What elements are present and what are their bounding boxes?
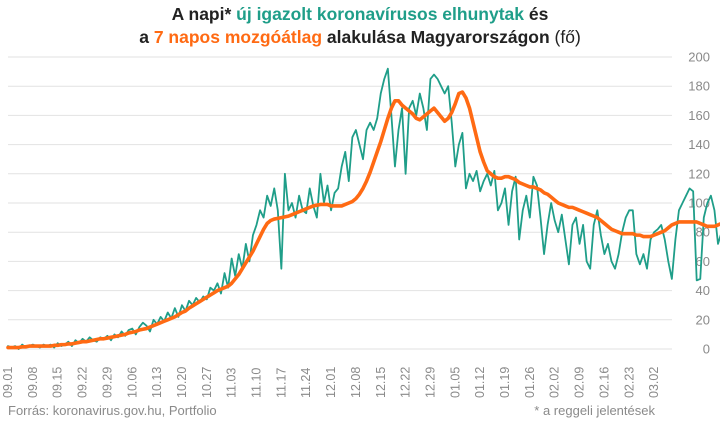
- title-line-1-suffix: és: [524, 4, 549, 24]
- y-tick-label: 40: [696, 283, 710, 298]
- y-tick-label: 160: [688, 108, 710, 123]
- x-tick-label: 01.26: [523, 367, 537, 398]
- title-moving-average-highlight: 7 napos mozgóátlag: [153, 27, 323, 47]
- y-tick-label: 140: [688, 137, 710, 152]
- x-tick-label: 09.22: [76, 367, 90, 398]
- x-tick-label: 11.03: [225, 368, 239, 398]
- x-tick-label: 12.01: [324, 367, 338, 398]
- source-note: Forrás: koronavirus.gov.hu, Portfolio: [8, 403, 217, 418]
- x-tick-label: 01.05: [448, 367, 462, 398]
- x-tick-label: 12.22: [399, 367, 413, 398]
- series-lines: [6, 67, 720, 350]
- grid-lines: [8, 56, 672, 350]
- x-tick-label: 03.02: [647, 367, 661, 398]
- x-tick-label: 02.23: [622, 367, 636, 398]
- title-line-2-suffix: alakulása Magyarországon: [322, 27, 550, 47]
- y-tick-label: 180: [688, 79, 710, 94]
- x-axis-tick-labels: 09.01 09.08 09.15 09.22 09.29 10.06 10.13 10.20…: [1, 367, 661, 398]
- x-tick-label: 12.08: [349, 367, 363, 398]
- y-tick-label: 200: [688, 50, 710, 65]
- x-tick-label: 12.29: [423, 367, 437, 398]
- moving-average-line: [6, 90, 720, 350]
- x-tick-label: 11.24: [299, 368, 313, 398]
- x-tick-label: 02.02: [548, 367, 562, 398]
- x-tick-label: 10.20: [175, 367, 189, 398]
- x-tick-label: 09.29: [100, 367, 114, 398]
- title-line-2-prefix: a: [139, 27, 154, 47]
- footnote: * a reggeli jelentések: [534, 403, 655, 418]
- x-tick-label: 01.12: [473, 367, 487, 398]
- x-tick-label: 01.19: [498, 367, 512, 398]
- y-tick-label: 120: [688, 166, 710, 181]
- x-tick-label: 10.06: [125, 367, 139, 398]
- x-tick-label: 10.27: [200, 367, 214, 398]
- x-tick-label: 12.15: [374, 367, 388, 398]
- x-tick-label: 09.08: [26, 367, 40, 398]
- title-unit: (fő): [549, 27, 581, 47]
- y-tick-label: 0: [703, 342, 710, 357]
- x-tick-label: 09.15: [51, 367, 65, 398]
- chart-title: A napi* új igazolt koronavírusos elhunyt…: [0, 3, 720, 49]
- daily-deaths-line: [7, 67, 720, 350]
- x-tick-label: 02.09: [573, 367, 587, 398]
- y-tick-label: 60: [696, 254, 710, 269]
- title-daily-deaths-highlight: új igazolt koronavírusos elhunytak: [236, 4, 524, 24]
- x-tick-label: 09.01: [1, 367, 15, 398]
- x-tick-label: 11.17: [274, 368, 288, 398]
- x-tick-label: 10.13: [150, 367, 164, 398]
- y-tick-label: 20: [696, 312, 710, 327]
- title-line-2: a 7 napos mozgóátlag alakulása Magyarors…: [0, 26, 720, 49]
- x-tick-label: 02.16: [597, 367, 611, 398]
- title-line-1: A napi* új igazolt koronavírusos elhunyt…: [0, 3, 720, 26]
- title-line-1-prefix: A napi*: [171, 4, 237, 24]
- x-tick-label: 11.10: [250, 368, 264, 398]
